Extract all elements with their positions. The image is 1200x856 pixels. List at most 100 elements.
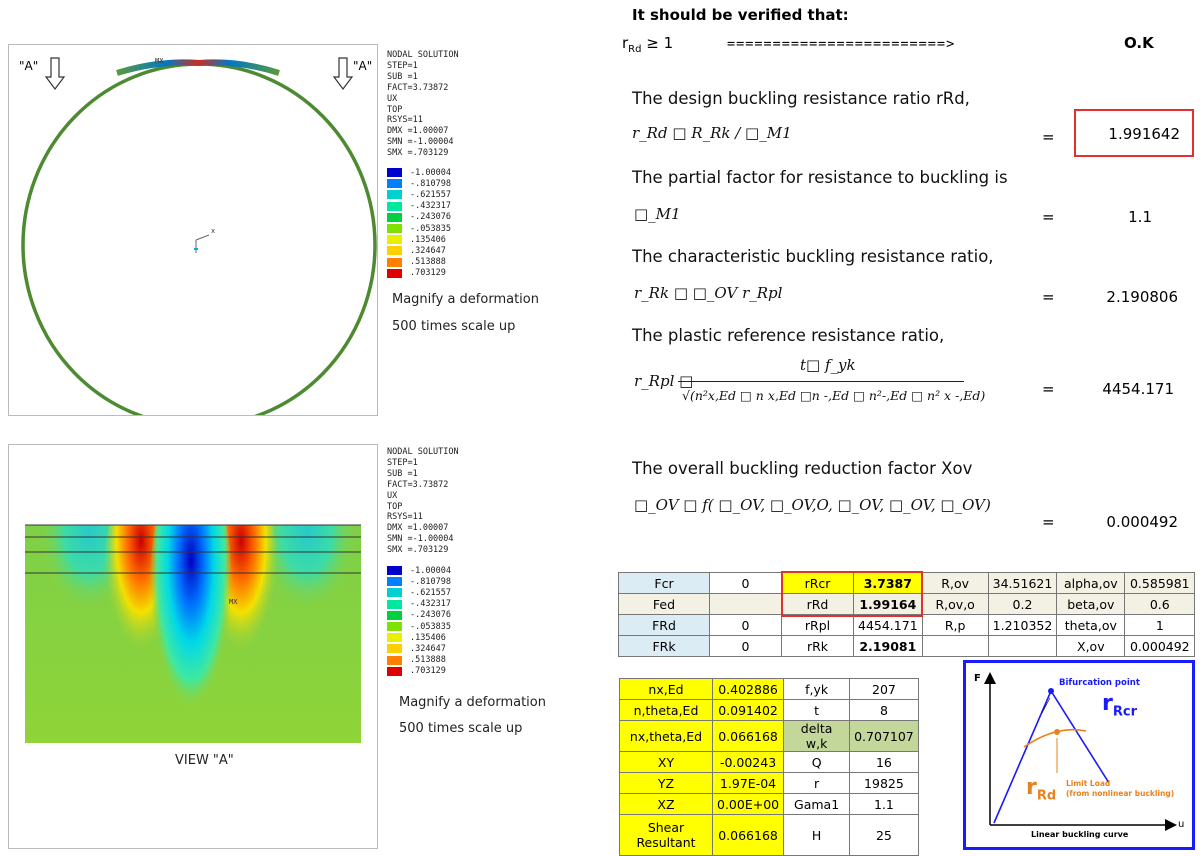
color-scale-legend: -1.00004 -.810798 -.621557 -.432317 -.243076… — [387, 565, 451, 677]
legend-row: -1.00004 — [387, 565, 451, 576]
table-cell: Fed — [618, 593, 710, 615]
legend-value: -.053835 — [410, 621, 451, 632]
legend-value: .135406 — [410, 632, 446, 643]
plastic-ratio-denominator: √(n²x,Ed □ n x,Ed □n -,Ed □ n²-,Ed □ n² … — [682, 388, 986, 403]
table-row: YZ 1.97E-04 r 19825 — [619, 772, 919, 794]
legend-value: -1.00004 — [410, 565, 451, 576]
magnify-caption: Magnify a deformation — [399, 695, 546, 710]
legend-swatch — [387, 201, 402, 211]
overall-factor-label: The overall buckling reduction factor Xo… — [632, 459, 973, 478]
table-cell: XZ — [619, 793, 713, 815]
rrcr-sub: Rcr — [1112, 704, 1137, 720]
svg-text:x: x — [211, 227, 215, 235]
legend-value: -.810798 — [410, 576, 451, 587]
table-cell: Gama1 — [783, 793, 851, 815]
legend-value: -.243076 — [410, 610, 451, 621]
table-cell: nx,theta,Ed — [619, 720, 713, 752]
table-cell: n,theta,Ed — [619, 699, 713, 721]
legend-swatch — [387, 655, 402, 665]
plastic-ratio-numerator: t□ f_yk — [800, 356, 856, 374]
nodal-solution-legend-header: NODAL SOLUTION STEP=1 SUB =1 FACT=3.73872 UX… — [387, 50, 459, 159]
table-row: n,theta,Ed 0.091402 t 8 — [619, 699, 919, 721]
table-row: Fed rRd 1.99164 R,ov,o 0.2 beta,ov 0.6 — [618, 593, 1196, 615]
legend-value: .324647 — [410, 245, 446, 256]
table-cell: YZ — [619, 772, 713, 794]
legend-swatch — [387, 235, 402, 245]
table-cell: Fcr — [618, 572, 710, 594]
legend-row: -.810798 — [387, 178, 451, 189]
legend-header-line: DMX =1.00007 — [387, 126, 449, 137]
table-cell: t — [783, 699, 851, 721]
rrd-sub: Rd — [1036, 788, 1057, 804]
legend-header-line: STEP=1 — [387, 60, 418, 71]
legend-swatch — [387, 566, 402, 576]
table-row: XZ 0.00E+00 Gama1 1.1 — [619, 793, 919, 815]
table-cell: XY — [619, 751, 713, 773]
legend-header-line: DMX =1.00007 — [387, 523, 449, 534]
legend-header-line: FACT=3.73872 — [387, 82, 449, 93]
equals-sign: = — [1042, 288, 1055, 306]
table-row: FRd 0 rRpl 4454.171 R,p 1.210352 theta,ov 1 — [618, 614, 1196, 636]
table-cell: delta w,k — [783, 720, 851, 752]
legend-value: .135406 — [410, 234, 446, 245]
verify-heading: It should be verified that: — [632, 6, 849, 24]
legend-value: -.243076 — [410, 212, 451, 223]
buckling-curve-svg — [984, 672, 1177, 831]
equals-sign: = — [1042, 513, 1055, 531]
check-result: O.K — [1124, 34, 1154, 52]
table-row: XY -0.00243 Q 16 — [619, 751, 919, 773]
legend-header-line: SUB =1 — [387, 71, 418, 82]
table-cell: r — [783, 772, 851, 794]
legend-row: -.432317 — [387, 599, 451, 610]
legend-value: .324647 — [410, 643, 446, 654]
design-ratio-highlight — [1074, 109, 1194, 157]
table-row: FRk 0 rRk 2.19081 X,ov 0.000492 — [618, 635, 1196, 657]
rrd-label: rRd — [1026, 775, 1056, 803]
legend-header-line: TOP — [387, 501, 403, 512]
legend-header-line: UX — [387, 490, 398, 501]
table-cell: theta,ov — [1056, 614, 1126, 636]
check-sub: Rd — [628, 44, 642, 55]
table-cell: nx,Ed — [619, 678, 713, 700]
equals-sign: = — [1042, 380, 1055, 398]
limit-load-line2: (from nonlinear buckling) — [1066, 789, 1175, 798]
legend-row: .513888 — [387, 257, 451, 268]
rrcr-label: rRcr — [1102, 691, 1137, 719]
table-cell: 0 — [709, 635, 782, 657]
table-cell — [709, 593, 782, 615]
legend-swatch — [387, 212, 402, 222]
table-cell: 25 — [849, 814, 919, 856]
down-arrow-icon — [45, 57, 65, 90]
legend-row: -.053835 — [387, 223, 451, 234]
table-cell: 16 — [849, 751, 919, 773]
nodal-solution-legend-header: NODAL SOLUTION STEP=1 SUB =1 FACT=3.73872 UX… — [387, 447, 459, 556]
table-cell: f,yk — [783, 678, 851, 700]
table-cell: rRk — [781, 635, 854, 657]
legend-row: -.243076 — [387, 610, 451, 621]
legend-row: -.810798 — [387, 576, 451, 587]
side-view-panel: MX VIEW "A" — [8, 444, 378, 849]
table-cell: 0 — [709, 614, 782, 636]
legend-swatch — [387, 246, 402, 256]
legend-swatch — [387, 644, 402, 654]
marker-a-left: "A" — [19, 59, 39, 73]
check-arrow: ========================> — [727, 36, 956, 52]
legend-header-line: SUB =1 — [387, 468, 418, 479]
y-axis-label: F — [974, 673, 981, 684]
scale-caption: 500 times scale up — [392, 319, 516, 334]
legend-swatch — [387, 588, 402, 598]
table-cell: Q — [783, 751, 851, 773]
table-cell: 2.19081 — [853, 635, 923, 657]
legend-value: .703129 — [410, 268, 446, 279]
legend-header-line: SMN =-1.00004 — [387, 137, 454, 148]
rrcr-main: r — [1102, 691, 1113, 716]
table-cell: beta,ov — [1056, 593, 1126, 615]
table-cell: 0.6 — [1124, 593, 1196, 615]
legend-value: -.053835 — [410, 223, 451, 234]
legend-swatch — [387, 257, 402, 267]
table-cell: 0.2 — [987, 593, 1058, 615]
legend-row: -.243076 — [387, 212, 451, 223]
table-cell: R,ov — [921, 572, 989, 594]
characteristic-ratio-label: The characteristic buckling resistance r… — [632, 247, 994, 266]
buckling-curve-diagram: F u Bifurcation point rRcr rRd Limit Loa… — [963, 660, 1195, 850]
